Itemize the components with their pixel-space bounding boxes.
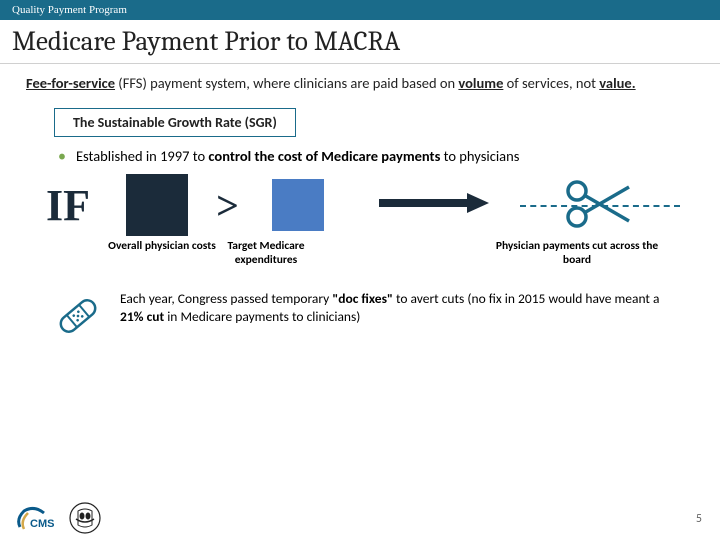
- if-label: IF: [46, 180, 90, 231]
- page-number: 5: [696, 512, 702, 526]
- cut-line: [520, 205, 680, 207]
- svg-text:CMS: CMS: [30, 518, 54, 530]
- block-costs-col: [104, 174, 210, 236]
- intro-mid1: (FFS) payment system, where clinicians a…: [115, 74, 458, 92]
- bullet-bold: control the cost of Medicare payments: [208, 147, 440, 165]
- intro-mid2: of services, not: [503, 74, 599, 92]
- intro-text: Fee-for-service (FFS) payment system, wh…: [26, 74, 694, 94]
- block-costs: [126, 174, 188, 236]
- program-name: Quality Payment Program: [12, 4, 127, 16]
- docfix-b2: 21% cut: [120, 308, 164, 325]
- bullet-pre: Established in 1997 to: [76, 147, 208, 165]
- bandaid-icon: [52, 290, 104, 347]
- block-target: [272, 179, 324, 231]
- bullet-text: Established in 1997 to control the cost …: [76, 147, 694, 167]
- intro-value: value.: [599, 74, 635, 92]
- gt-sign: >: [216, 182, 239, 229]
- cms-logo: CMS: [14, 503, 60, 533]
- scissors-col: [517, 179, 684, 231]
- scissors-icon: [565, 179, 635, 229]
- sgr-box: The Sustainable Growth Rate (SGR): [54, 108, 296, 137]
- title-area: Medicare Payment Prior to MACRA: [0, 20, 720, 64]
- bullet-post: to physicians: [440, 147, 519, 165]
- sgr-box-wrap: The Sustainable Growth Rate (SGR): [54, 108, 694, 137]
- bullet-icon: •: [58, 147, 66, 167]
- hhs-logo: [68, 501, 102, 535]
- docfix-b1: "doc fixes": [332, 290, 393, 307]
- label-cut: Physician payments cut across the board: [492, 240, 662, 268]
- docfix-mid: to avert cuts (no fix in 2015 would have…: [393, 290, 660, 307]
- bullet-row: • Established in 1997 to control the cos…: [58, 147, 694, 167]
- page-title: Medicare Payment Prior to MACRA: [12, 26, 708, 57]
- docfix-pre: Each year, Congress passed temporary: [120, 290, 332, 307]
- docfix-text: Each year, Congress passed temporary "do…: [120, 290, 694, 326]
- label-costs: Overall physician costs: [100, 240, 224, 268]
- diagram-labels: Overall physician costs Target Medicare …: [46, 240, 694, 268]
- intro-volume: volume: [458, 74, 503, 92]
- footer: CMS: [0, 496, 720, 540]
- content: Fee-for-service (FFS) payment system, wh…: [0, 64, 720, 347]
- header-bar: Quality Payment Program: [0, 0, 720, 20]
- intro-ffs: Fee-for-service: [26, 74, 115, 92]
- arrow-icon: [379, 191, 489, 220]
- docfix-post: in Medicare payments to clinicians): [164, 308, 360, 325]
- block-target-col: [245, 179, 351, 231]
- docfix-row: Each year, Congress passed temporary "do…: [52, 290, 694, 347]
- diagram: IF >: [46, 174, 694, 236]
- label-target: Target Medicare expenditures: [212, 240, 320, 268]
